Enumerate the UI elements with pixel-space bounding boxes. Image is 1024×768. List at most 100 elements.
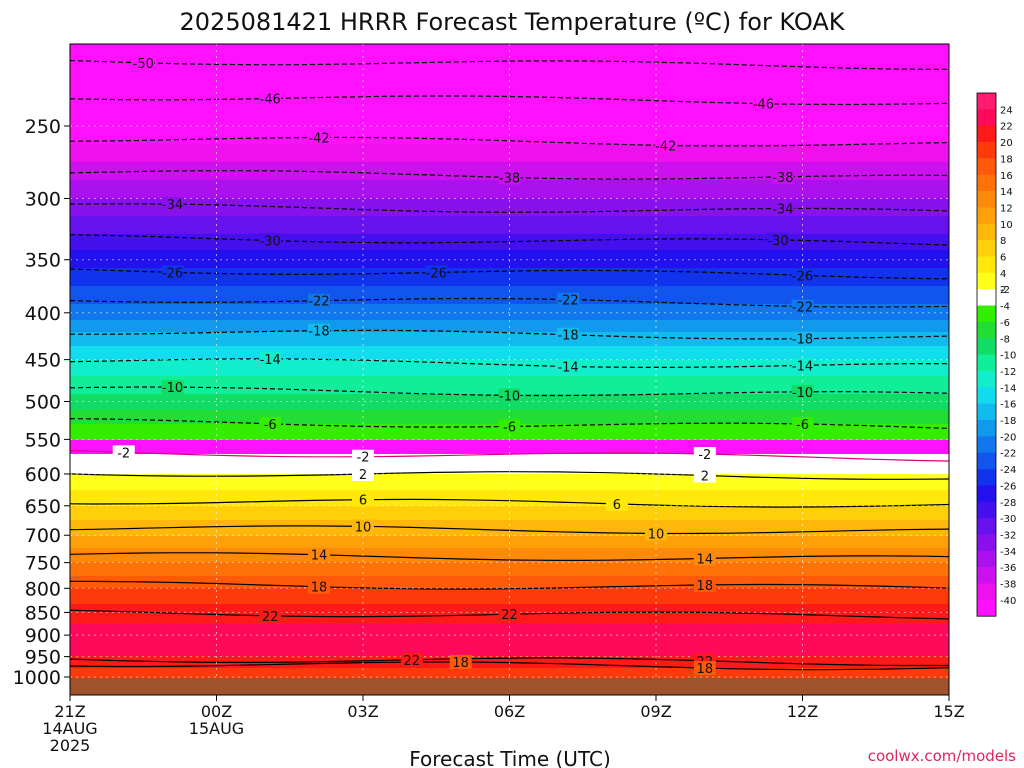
- colorbar-swatch: [977, 272, 996, 290]
- contour-label: 22: [501, 608, 518, 623]
- contour-label: -30: [260, 235, 281, 250]
- temperature-band: [70, 526, 949, 528]
- contour-label: 22: [404, 654, 421, 669]
- contour-label: -26: [162, 266, 183, 281]
- colorbar-swatch: [977, 387, 996, 404]
- colorbar-swatch: [977, 289, 996, 306]
- colorbar-label: -18: [1000, 416, 1016, 427]
- temperature-band: [70, 532, 949, 534]
- colorbar-legend: 24 22 20 18 16 14 12 10 8 6 4 2-2 -4 -6 -8 -10 -12 -14 -16…: [976, 92, 1016, 617]
- temperature-band: [70, 568, 949, 570]
- contour-label-bg: [693, 468, 716, 483]
- colorbar-label: -40: [1000, 596, 1016, 607]
- colorbar-label: 22: [1000, 122, 1013, 133]
- temperature-band: [70, 672, 949, 674]
- temperature-band: [70, 246, 949, 248]
- colorbar-label: 10: [1000, 220, 1013, 231]
- colorbar-label: -12: [1000, 367, 1016, 378]
- temperature-band: [70, 208, 949, 210]
- temperature-band: [70, 76, 949, 78]
- contour-label-bg: [259, 233, 282, 248]
- colorbar-swatch: [977, 485, 996, 503]
- colorbar-label: -26: [1000, 481, 1016, 492]
- contour-label: -42: [655, 139, 676, 154]
- temperature-band: [70, 586, 949, 588]
- contour-label-bg: [498, 388, 521, 403]
- temperature-band: [70, 576, 949, 578]
- colorbar-swatch: [977, 142, 996, 159]
- contour-label: 10: [648, 527, 665, 542]
- contour-label-bg: [791, 384, 814, 399]
- temperature-band: [70, 354, 949, 356]
- y-tick-label: 600: [25, 464, 61, 486]
- y-tick-label: 450: [25, 350, 61, 372]
- contour-label: 18: [697, 579, 714, 594]
- colorbar-swatch: [977, 452, 996, 470]
- contour-label-bg: [557, 327, 580, 342]
- contour-line: [70, 136, 949, 147]
- contour-label-bg: [693, 551, 716, 566]
- contour-label-bg: [425, 265, 448, 280]
- colorbar-swatch: [977, 256, 996, 274]
- contour-label-bg: [693, 661, 716, 676]
- temperature-band: [70, 66, 949, 68]
- colorbar-swatch: [977, 599, 996, 617]
- temperature-band: [70, 600, 949, 602]
- temperature-band: [70, 334, 949, 336]
- temperature-band: [70, 216, 949, 218]
- y-tick-label: 800: [25, 578, 61, 600]
- contour-label-bg: [352, 466, 374, 481]
- temperature-band: [70, 442, 949, 444]
- colorbar-label: -28: [1000, 498, 1016, 509]
- temperature-band: [70, 64, 949, 66]
- colorbar-swatch: [977, 501, 996, 519]
- y-tick-label: 900: [25, 625, 61, 647]
- temperature-band: [70, 292, 949, 294]
- temperature-band: [70, 238, 949, 240]
- plot-area: [70, 44, 949, 695]
- contour-label-bg: [752, 96, 775, 111]
- temperature-band: [70, 142, 949, 144]
- temperature-band: [70, 466, 949, 468]
- colorbar-swatch: [977, 403, 996, 421]
- contour-label: -46: [753, 98, 774, 113]
- temperature-band: [70, 630, 949, 632]
- temperature-band: [70, 402, 949, 404]
- temperature-band: [70, 310, 949, 312]
- contour-label-bg: [791, 416, 814, 431]
- temperature-band: [70, 450, 949, 452]
- temperature-band: [70, 82, 949, 84]
- temperature-band: [70, 318, 949, 320]
- temperature-band: [70, 112, 949, 114]
- temperature-band: [70, 78, 949, 80]
- contour-label: -34: [162, 198, 183, 213]
- contour-label: 10: [355, 520, 372, 535]
- temperature-band: [70, 94, 949, 96]
- temperature-band: [70, 220, 949, 222]
- temperature-band: [70, 556, 949, 558]
- y-tick-label: 950: [25, 647, 61, 669]
- temperature-band: [70, 228, 949, 230]
- temperature-band: [70, 382, 949, 384]
- temperature-band: [70, 96, 949, 98]
- colorbar-label: -32: [1000, 530, 1016, 541]
- colorbar-swatch: [977, 207, 996, 225]
- contour-label: -10: [162, 381, 183, 396]
- x-axis-label: Forecast Time (UTC): [409, 747, 611, 768]
- temperature-band: [70, 258, 949, 260]
- x-tick-label: 15AUG: [189, 719, 244, 738]
- colorbar-swatch: [977, 125, 996, 143]
- temperature-band: [70, 666, 949, 668]
- temperature-band: [70, 540, 949, 542]
- temperature-band: [70, 234, 949, 236]
- temperature-band: [70, 468, 949, 470]
- temperature-band: [70, 322, 949, 324]
- contour-label-bg: [308, 579, 331, 594]
- temperature-band: [70, 580, 949, 582]
- y-tick-label: 300: [25, 188, 61, 210]
- temperature-band: [70, 294, 949, 296]
- temperature-band: [70, 570, 949, 572]
- temperature-band: [70, 262, 949, 264]
- temperature-band: [70, 184, 949, 186]
